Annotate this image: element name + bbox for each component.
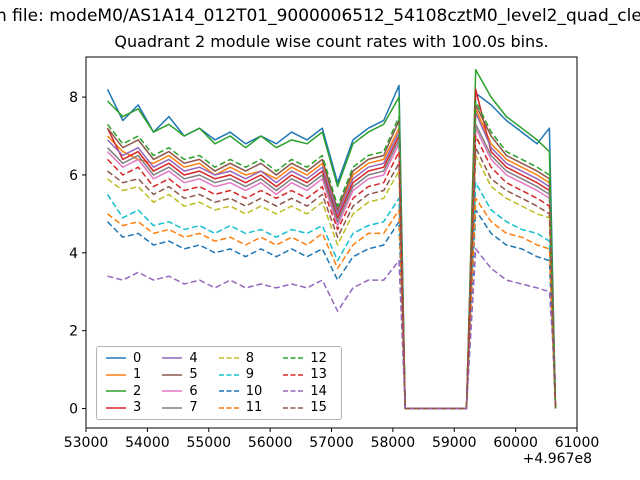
legend-label: 12 bbox=[310, 350, 327, 366]
legend-item-15: 15 bbox=[282, 401, 333, 414]
figure-suptitle: n file: modeM0/AS1A14_012T01_9000006512_… bbox=[0, 6, 640, 26]
legend-line-sample bbox=[218, 357, 239, 360]
legend-item-6: 6 bbox=[161, 385, 203, 398]
legend-label: 7 bbox=[189, 400, 198, 416]
y-tick-label: 8 bbox=[69, 90, 78, 106]
legend-label: 2 bbox=[133, 383, 142, 399]
legend-item-0: 0 bbox=[105, 352, 147, 365]
legend-line-sample bbox=[162, 357, 183, 360]
legend-line-sample bbox=[218, 390, 239, 393]
x-tick-label: 56000 bbox=[248, 435, 293, 451]
legend-label: 5 bbox=[189, 367, 198, 383]
x-tick-label: 54000 bbox=[125, 435, 170, 451]
legend-label: 14 bbox=[310, 383, 327, 399]
x-tick-label: 60000 bbox=[493, 435, 538, 451]
series-line-7 bbox=[106, 123, 557, 410]
legend-line-sample bbox=[283, 390, 304, 393]
series-line-6 bbox=[106, 127, 557, 410]
legend-item-12: 12 bbox=[282, 352, 333, 365]
legend-line-sample bbox=[162, 373, 183, 376]
series-line-14 bbox=[107, 248, 557, 410]
legend-item-10: 10 bbox=[218, 385, 269, 398]
series-line-4 bbox=[106, 111, 557, 410]
legend-label: 15 bbox=[310, 400, 327, 416]
legend-line-sample bbox=[106, 373, 126, 376]
legend-line-sample bbox=[218, 373, 239, 376]
legend-item-11: 11 bbox=[218, 401, 269, 414]
legend-line-sample bbox=[162, 406, 183, 409]
x-tick-label: 55000 bbox=[186, 435, 231, 451]
series-line-15 bbox=[107, 146, 557, 410]
legend-item-3: 3 bbox=[105, 401, 147, 414]
series-line-3 bbox=[106, 88, 557, 410]
series-line-8 bbox=[107, 154, 557, 410]
legend-item-13: 13 bbox=[282, 368, 333, 381]
series-line-12 bbox=[106, 100, 557, 410]
legend-label: 13 bbox=[310, 367, 327, 383]
series-group bbox=[106, 69, 557, 410]
legend-line-sample bbox=[106, 406, 126, 409]
legend-line-sample bbox=[218, 406, 239, 409]
series-line-11 bbox=[107, 197, 557, 410]
x-tick-label: 58000 bbox=[371, 435, 416, 451]
x-tick-label: 57000 bbox=[309, 435, 354, 451]
y-tick-label: 4 bbox=[69, 246, 78, 262]
legend-label: 0 bbox=[133, 350, 142, 366]
x-axis-offset-label: +4.967e8 bbox=[522, 451, 592, 467]
x-tick-label: 59000 bbox=[432, 435, 477, 451]
legend-item-4: 4 bbox=[161, 352, 203, 365]
legend-label: 8 bbox=[245, 350, 254, 366]
x-tick-label: 61000 bbox=[555, 435, 600, 451]
legend-line-sample bbox=[106, 390, 126, 393]
legend-line-sample bbox=[106, 357, 126, 360]
legend-label: 1 bbox=[133, 367, 142, 383]
series-line-9 bbox=[106, 181, 557, 410]
y-tick-label: 0 bbox=[69, 402, 78, 418]
x-tick-label: 53000 bbox=[64, 435, 109, 451]
series-line-13 bbox=[106, 135, 557, 410]
legend-item-9: 9 bbox=[218, 368, 269, 381]
legend-item-14: 14 bbox=[282, 385, 333, 398]
series-line-10 bbox=[106, 209, 557, 410]
legend-line-sample bbox=[283, 373, 304, 376]
legend-item-5: 5 bbox=[161, 368, 203, 381]
series-line-5 bbox=[106, 104, 557, 410]
legend-item-7: 7 bbox=[161, 401, 203, 414]
legend-label: 11 bbox=[245, 400, 263, 416]
legend-item-2: 2 bbox=[105, 385, 147, 398]
legend-line-sample bbox=[162, 390, 183, 393]
legend-label: 9 bbox=[245, 367, 254, 383]
legend-line-sample bbox=[283, 406, 304, 409]
legend: 0 1 2 3 4 5 6 7 8 9 10 11 12 13 14 15 bbox=[96, 346, 342, 420]
legend-line-sample bbox=[283, 357, 304, 360]
legend-label: 10 bbox=[245, 383, 263, 399]
series-line-2 bbox=[106, 69, 557, 410]
chart-title: Quadrant 2 module wise count rates with … bbox=[114, 32, 549, 51]
legend-item-1: 1 bbox=[105, 368, 147, 381]
legend-label: 6 bbox=[189, 383, 198, 399]
legend-item-8: 8 bbox=[218, 352, 269, 365]
y-tick-label: 6 bbox=[69, 168, 78, 184]
legend-label: 4 bbox=[189, 350, 198, 366]
legend-label: 3 bbox=[133, 400, 142, 416]
y-tick-label: 2 bbox=[69, 324, 78, 340]
